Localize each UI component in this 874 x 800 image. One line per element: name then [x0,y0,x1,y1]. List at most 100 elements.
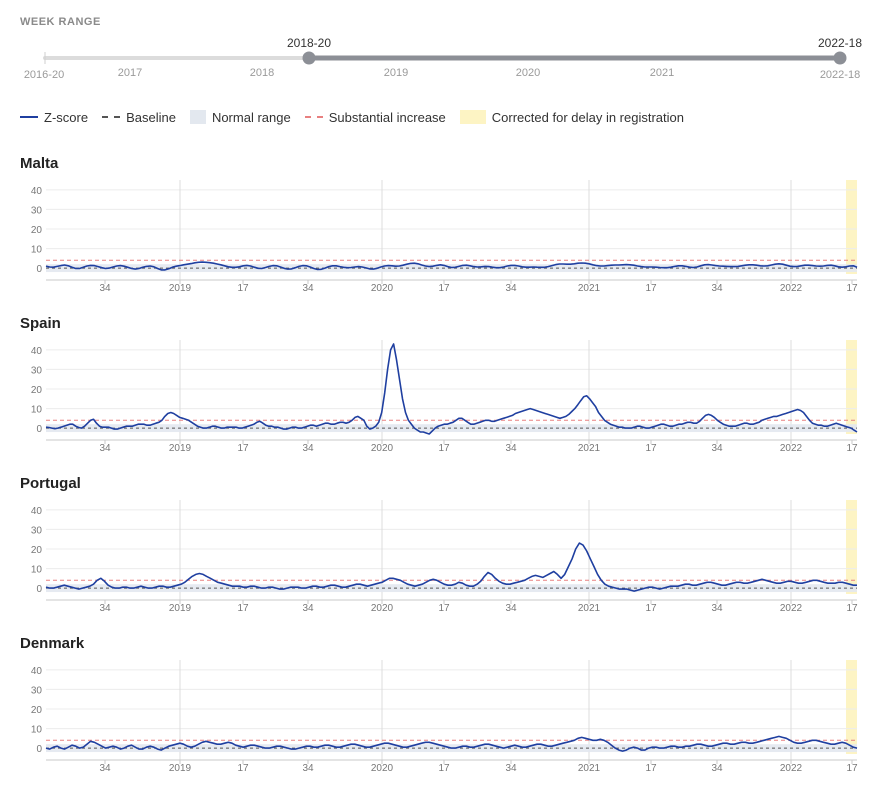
x-tick-label: 34 [711,763,723,774]
corrected-band [846,340,857,434]
slider-end-value: 2022-18 [818,36,862,50]
x-tick-label: 34 [505,283,517,294]
x-tick-label: 17 [846,443,858,454]
x-tick-label: 2022 [780,603,803,614]
x-tick-label: 2021 [578,763,601,774]
x-tick-label: 2021 [578,283,601,294]
x-tick-label: 2019 [169,763,192,774]
y-tick-label: 20 [31,385,43,396]
x-tick-label: 17 [438,283,450,294]
x-tick-label: 2022 [780,763,803,774]
x-tick-label: 34 [302,443,314,454]
y-tick-label: 30 [31,525,43,536]
legend-corrected[interactable]: Corrected for delay in registration [459,109,684,125]
country-title: Denmark [20,635,85,652]
country-title: Portugal [20,475,81,492]
x-tick-label: 17 [438,763,450,774]
y-tick-label: 0 [36,424,42,435]
y-tick-label: 20 [31,705,43,716]
slider-year-label: 2021 [650,67,674,79]
x-tick-label: 17 [846,763,858,774]
y-tick-label: 30 [31,685,43,696]
x-tick-label: 17 [645,603,657,614]
country-title: Malta [20,155,59,172]
week-range-slider[interactable]: 2017 2018 2019 2020 2021 2016-20 2022-18… [0,30,874,90]
zscore-line [45,542,857,592]
x-tick-label: 34 [711,603,723,614]
legend-corrected-label: Corrected for delay in registration [491,109,684,125]
corrected-band [846,180,857,274]
substantial-increase-swatch [304,116,323,118]
x-tick-label: 34 [99,603,111,614]
x-tick-label: 2022 [780,443,803,454]
normal-range-band [46,424,857,433]
corrected-band [846,500,857,594]
legend-normal-range-label: Normal range [211,109,291,125]
legend-normal-range[interactable]: Normal range [189,109,291,125]
x-tick-label: 34 [711,443,723,454]
x-tick-label: 34 [505,603,517,614]
x-tick-label: 2022 [780,283,803,294]
zscore-line [45,343,858,435]
legend-baseline[interactable]: Baseline [102,110,176,125]
x-tick-label: 17 [438,443,450,454]
x-tick-label: 2020 [371,763,394,774]
legend: Z-score Baseline Normal range Substantia… [20,108,698,126]
x-tick-label: 34 [99,443,111,454]
chart-spain: 0 10 20 30 40 34 2019 17 34 2020 17 34 2021 17 34 2022 1… [31,340,858,454]
y-tick-label: 30 [31,365,43,376]
zscore-line [45,261,858,271]
normal-range-swatch [189,110,206,124]
x-tick-label: 17 [237,603,249,614]
slider-start-handle[interactable] [302,51,316,65]
x-tick-label: 2019 [169,443,192,454]
y-tick-label: 20 [31,225,43,236]
legend-baseline-label: Baseline [126,109,176,125]
legend-zscore-label: Z-score [44,109,89,125]
slider-year-label: 2019 [384,67,408,79]
x-tick-label: 17 [438,603,450,614]
slider-end-handle[interactable] [833,51,847,65]
legend-zscore[interactable]: Z-score [20,110,88,125]
baseline-swatch [102,116,121,118]
slider-start-value: 2018-20 [287,36,331,50]
x-tick-label: 2021 [578,603,601,614]
slider-min-label: 2016-20 [24,69,64,81]
chart-portugal: 0 10 20 30 40 34 2019 17 34 2020 17 34 2021 17 34 2022 1… [31,500,858,614]
chart-malta: 0 10 20 30 40 34 2019 17 34 2020 17 34 2021 17 34 2022 1… [31,180,858,294]
zscore-line [45,735,858,752]
x-tick-label: 2021 [578,443,601,454]
x-tick-label: 34 [302,283,314,294]
x-tick-label: 34 [505,763,517,774]
week-range-title: WEEK RANGE [20,16,101,28]
corrected-band [846,660,857,754]
x-tick-label: 17 [645,763,657,774]
x-tick-label: 34 [302,603,314,614]
x-tick-label: 2020 [371,283,394,294]
y-tick-label: 40 [31,346,43,357]
chart-denmark: 0 10 20 30 40 34 2019 17 34 2020 17 34 2021 17 34 2022 1… [31,660,858,774]
x-tick-label: 2019 [169,283,192,294]
x-tick-label: 2019 [169,603,192,614]
y-tick-label: 40 [31,506,43,517]
legend-substantial-label: Substantial increase [328,109,446,125]
y-tick-label: 30 [31,205,43,216]
x-tick-label: 34 [99,763,111,774]
zscore-swatch [20,116,38,118]
x-tick-label: 17 [237,443,249,454]
legend-substantial-increase[interactable]: Substantial increase [304,109,446,125]
y-tick-label: 10 [31,245,43,256]
x-tick-label: 17 [237,763,249,774]
x-tick-label: 17 [846,603,858,614]
slider-year-label: 2018 [250,67,274,79]
x-tick-label: 17 [645,283,657,294]
y-tick-label: 20 [31,545,43,556]
slider-max-label: 2022-18 [820,69,860,81]
x-tick-label: 2020 [371,603,394,614]
x-tick-label: 34 [711,283,723,294]
x-tick-label: 2020 [371,443,394,454]
x-tick-label: 17 [645,443,657,454]
x-tick-label: 17 [846,283,858,294]
y-tick-label: 0 [36,584,42,595]
y-tick-label: 10 [31,405,43,416]
